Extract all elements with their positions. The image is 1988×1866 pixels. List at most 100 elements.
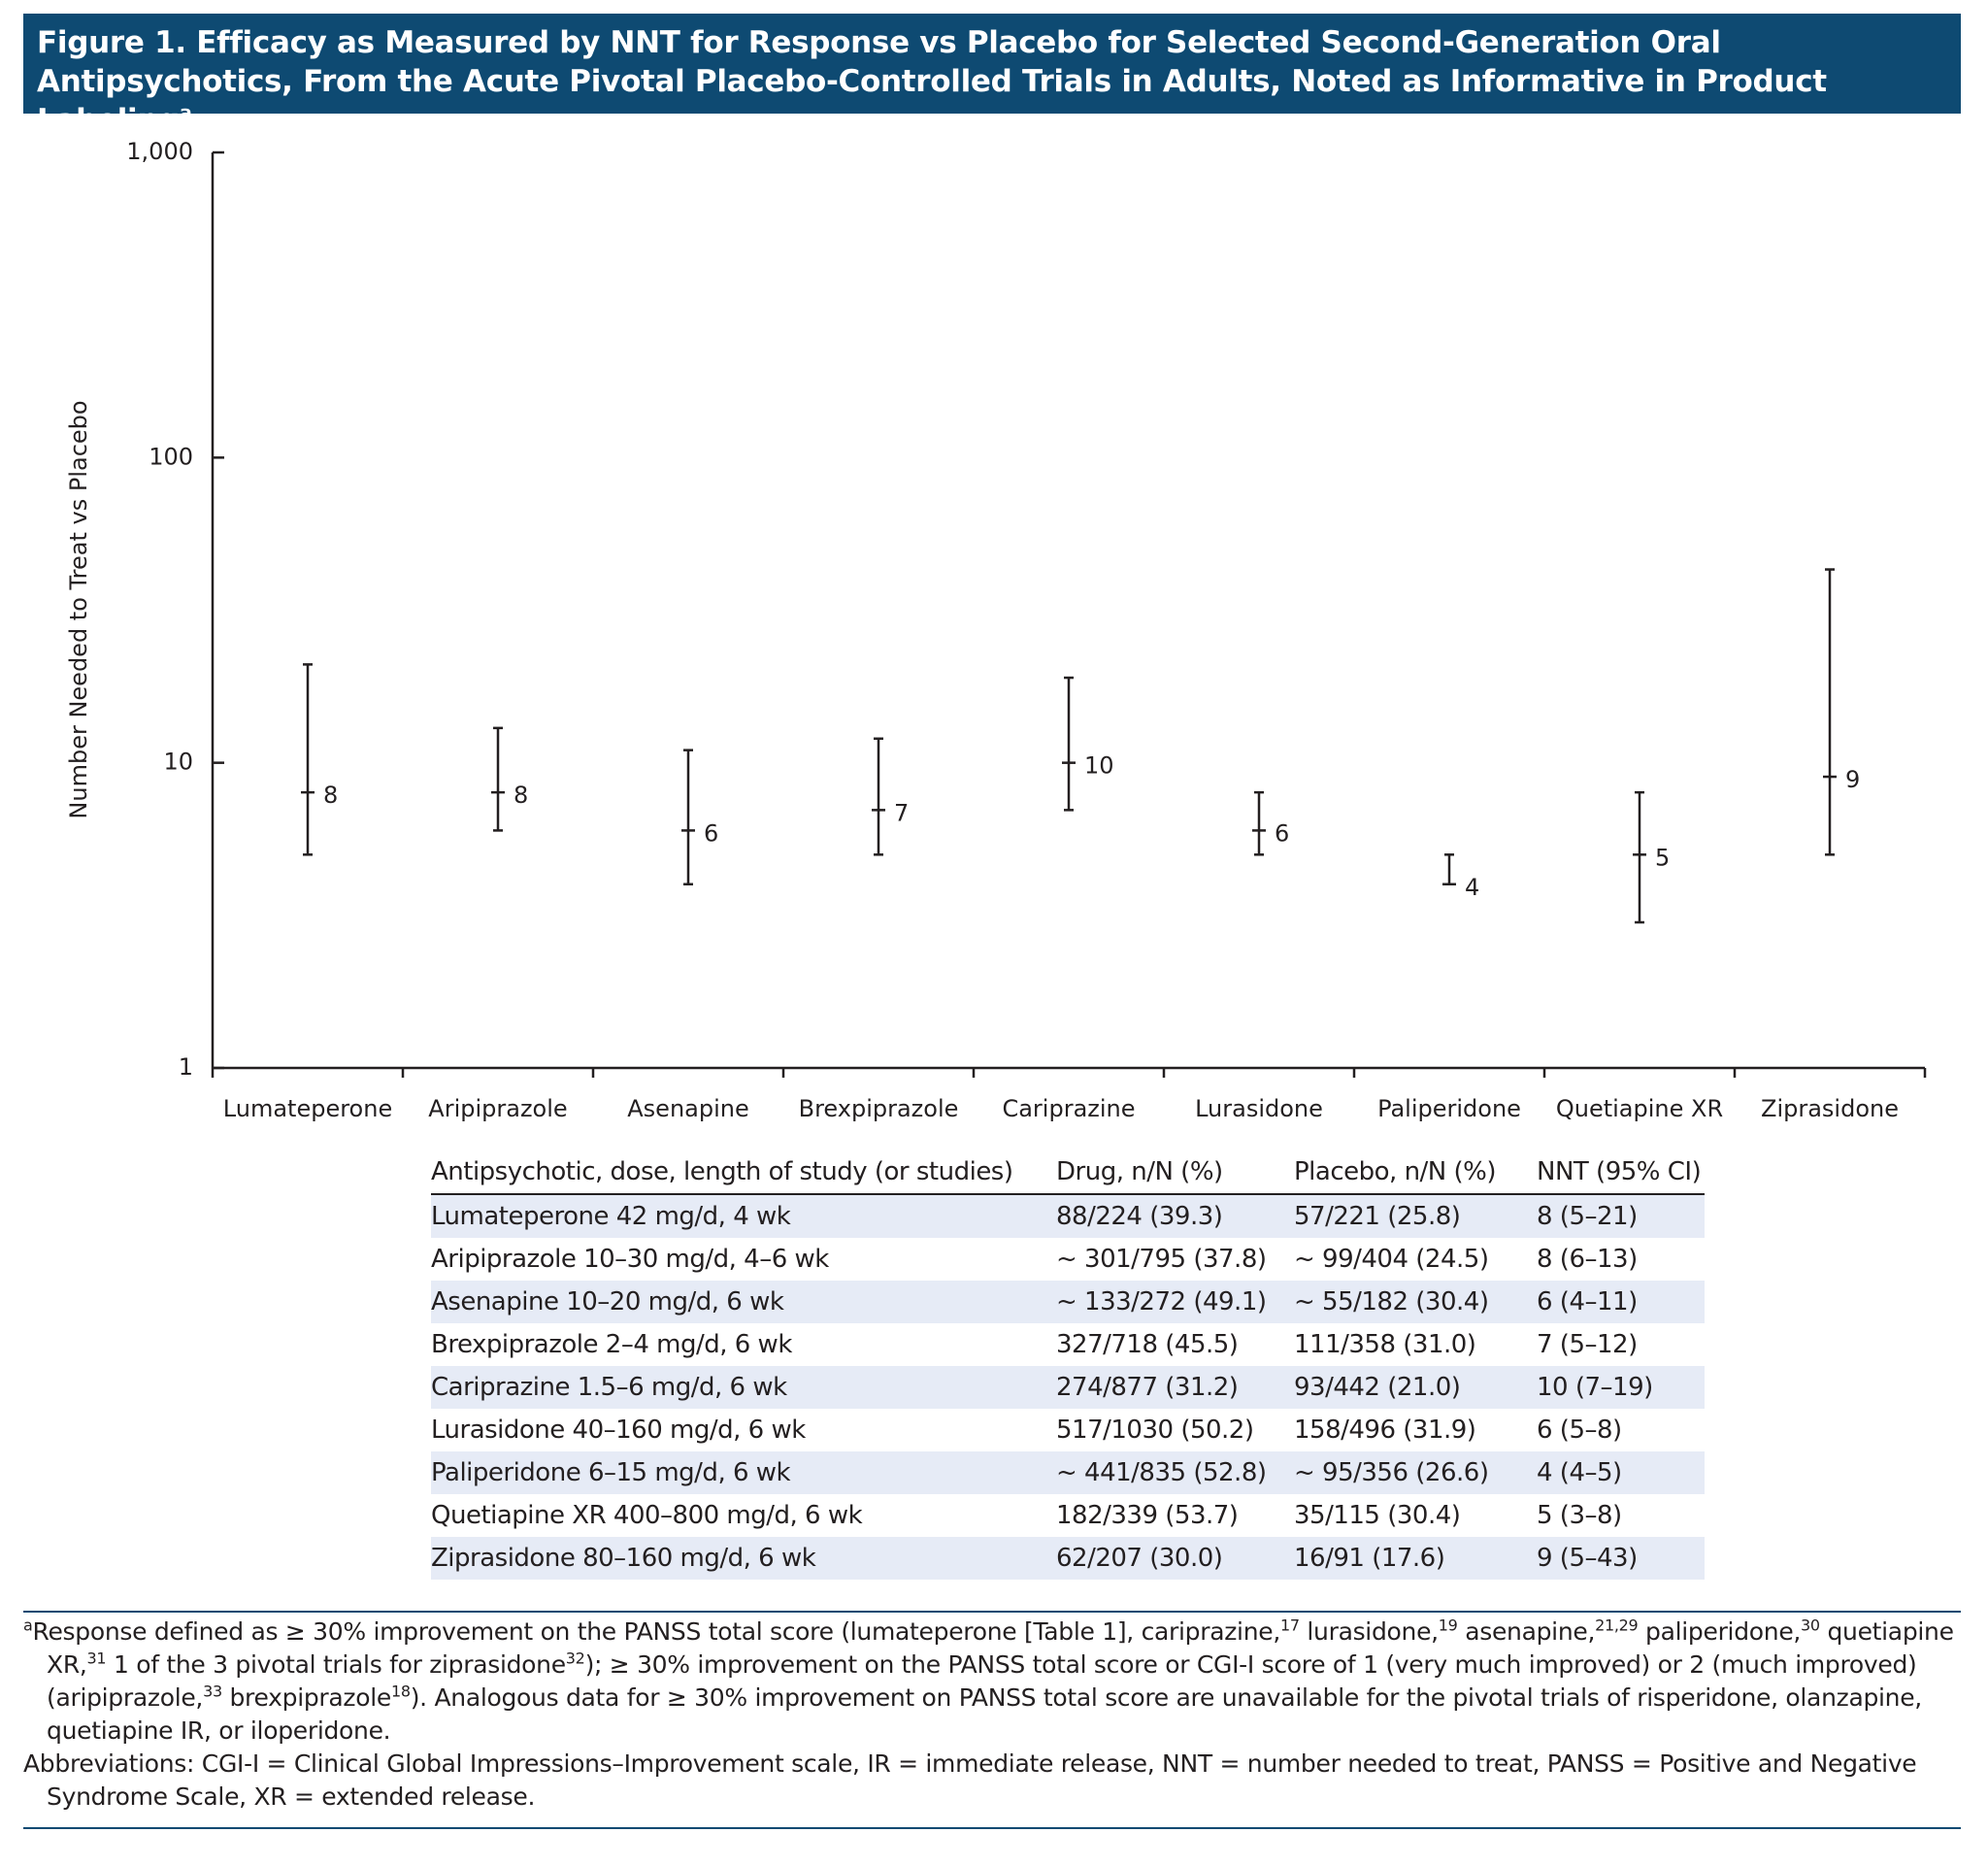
footnote-text: ); ≥ 30% improvement on the PANSS total … [47,1650,1917,1712]
table-cell: 10 (7–19) [1537,1366,1705,1409]
table-cell: 158/496 (31.9) [1294,1416,1476,1445]
table-header: Antipsychotic, dose, length of study (or… [431,1150,1705,1195]
table-cell: Cariprazine 1.5–6 mg/d, 6 wk [431,1366,1056,1409]
footnote-sup: 21,29 [1595,1616,1639,1635]
column-header: Drug, n/N (%) [1056,1150,1294,1195]
abbreviations: Abbreviations: CGI-I = Clinical Global I… [23,1749,1917,1811]
table-cell: 182/339 (53.7) [1056,1501,1239,1530]
footnote-sup: 33 [203,1682,222,1701]
x-tick-label: Lumateperone [223,1095,392,1122]
data-label: 6 [704,819,718,847]
footnote: aResponse defined as ≥ 30% improvement o… [23,1616,1955,1748]
footnote-text: 1 of the 3 pivotal trials for ziprasidon… [106,1650,566,1679]
x-tick-label: Brexpiprazole [799,1095,959,1122]
table-cell: 327/718 (45.5) [1056,1330,1239,1359]
footnote-sup: 19 [1438,1616,1458,1635]
table-row: Asenapine 10–20 mg/d, 6 wk ~ 133/272 (49.… [431,1281,1705,1323]
title-sup: a [180,102,192,124]
y-tick-label: 1,000 [126,138,193,165]
y-tick-label: 10 [163,749,193,776]
column-header: NNT (95% CI) [1537,1150,1705,1195]
table-cell: Lurasidone 40–160 mg/d, 6 wk [431,1416,806,1445]
table-cell: 8 (5–21) [1537,1194,1705,1238]
table-cell: Quetiapine XR 400–800 mg/d, 6 wk [431,1501,863,1530]
table-cell: Aripiprazole 10–30 mg/d, 4–6 wk [431,1245,829,1274]
table-cell: 274/877 (31.2) [1056,1366,1294,1409]
x-tick-label: Paliperidone [1377,1095,1521,1122]
x-tick-label: Quetiapine XR [1556,1095,1723,1122]
table-row: Brexpiprazole 2–4 mg/d, 6 wk 327/718 (45.… [431,1323,1705,1366]
figure-title: Figure 1. Efficacy as Measured by NNT fo… [23,14,1961,138]
data-label: 8 [514,782,528,809]
table-row: Lurasidone 40–160 mg/d, 6 wk 517/1030 (50… [431,1409,1705,1451]
footnote-text: paliperidone, [1638,1617,1802,1646]
y-tick-label: 100 [149,443,193,470]
table-row: Aripiprazole 10–30 mg/d, 4–6 wk ~ 301/795… [431,1238,1705,1281]
table-cell: 88/224 (39.3) [1056,1194,1294,1238]
table-cell: 4 (4–5) [1537,1451,1705,1494]
table-cell: 6 (4–11) [1537,1281,1705,1323]
footnote-text: asenapine, [1457,1617,1596,1646]
column-header: Placebo, n/N (%) [1294,1150,1537,1195]
table-cell: 8 (6–13) [1537,1245,1638,1274]
x-tick-label: Lurasidone [1195,1095,1323,1122]
footnote-text: brexpiprazole [221,1683,391,1712]
table-cell: ~ 95/356 (26.6) [1294,1451,1537,1494]
table-cell: ~ 99/404 (24.5) [1294,1245,1489,1274]
table-cell: Asenapine 10–20 mg/d, 6 wk [431,1281,1056,1323]
footnote-sup: 32 [565,1649,585,1668]
table-cell: Paliperidone 6–15 mg/d, 6 wk [431,1451,1056,1494]
table-cell: ~ 133/272 (49.1) [1056,1281,1294,1323]
table-cell: 111/358 (31.0) [1294,1330,1476,1359]
footnote-text: Response defined as ≥ 30% improvement on… [32,1617,1281,1646]
footnote-text: ). Analogous data for ≥ 30% improvement … [47,1683,1922,1745]
data-label: 8 [323,782,338,809]
table-cell: 16/91 (17.6) [1294,1537,1537,1580]
footnote-sup: 18 [390,1682,411,1701]
x-tick-label: Ziprasidone [1761,1095,1899,1122]
table-cell: 62/207 (30.0) [1056,1537,1294,1580]
table-cell: 5 (3–8) [1537,1501,1622,1530]
data-label: 4 [1465,874,1479,901]
column-header: Antipsychotic, dose, length of study (or… [431,1150,1056,1195]
table-cell: 57/221 (25.8) [1294,1194,1537,1238]
table-cell: 517/1030 (50.2) [1056,1416,1254,1445]
table-row: Cariprazine 1.5–6 mg/d, 6 wk 274/877 (31.… [431,1366,1705,1409]
footnote-text: quetiapine XR, [47,1617,1954,1679]
x-tick-label: Cariprazine [1002,1095,1135,1122]
data-label: 6 [1275,819,1289,847]
table-row: Paliperidone 6–15 mg/d, 6 wk ~ 441/835 (5… [431,1451,1705,1494]
footnote-sup: 30 [1801,1616,1820,1635]
chart: Number Needed to Treat vs Placebo 1 10 100… [65,138,1927,1122]
table-cell: ~ 301/795 (37.8) [1056,1245,1267,1274]
table-row: Ziprasidone 80–160 mg/d, 6 wk 62/207 (30.… [431,1537,1705,1580]
table-cell: ~ 441/835 (52.8) [1056,1451,1294,1494]
x-tick-label: Aripiprazole [428,1095,567,1122]
footnote-sup: a [23,1616,33,1635]
table-cell: 35/115 (30.4) [1294,1501,1461,1530]
rule [23,1611,1961,1613]
notes: aResponse defined as ≥ 30% improvement o… [23,1616,1955,1814]
table-cell: 7 (5–12) [1537,1330,1638,1359]
rule [23,1827,1961,1829]
table-cell: Lumateperone 42 mg/d, 4 wk [431,1194,1056,1238]
footnote-text: lurasidone, [1299,1617,1439,1646]
table-row: Lumateperone 42 mg/d, 4 wk 88/224 (39.3) 5… [431,1194,1705,1238]
data-label: 9 [1845,766,1860,793]
data-label: 7 [894,799,909,826]
y-tick-label: 1 [179,1053,193,1081]
table-cell: 9 (5–43) [1537,1537,1705,1580]
table-row: Quetiapine XR 400–800 mg/d, 6 wk 182/339 … [431,1494,1705,1537]
table-cell: 93/442 (21.0) [1294,1366,1537,1409]
title-text: Figure 1. Efficacy as Measured by NNT fo… [37,25,1827,138]
x-tick-label: Asenapine [627,1095,748,1122]
table-cell: ~ 55/182 (30.4) [1294,1281,1537,1323]
data-label: 5 [1655,844,1670,871]
footnote-sup: 17 [1279,1616,1300,1635]
table-cell: Brexpiprazole 2–4 mg/d, 6 wk [431,1330,792,1359]
table-cell: 6 (5–8) [1537,1416,1622,1445]
table-cell: Ziprasidone 80–160 mg/d, 6 wk [431,1537,1056,1580]
footnote-sup: 31 [86,1649,107,1668]
y-axis-label: Number Needed to Treat vs Placebo [65,400,92,818]
